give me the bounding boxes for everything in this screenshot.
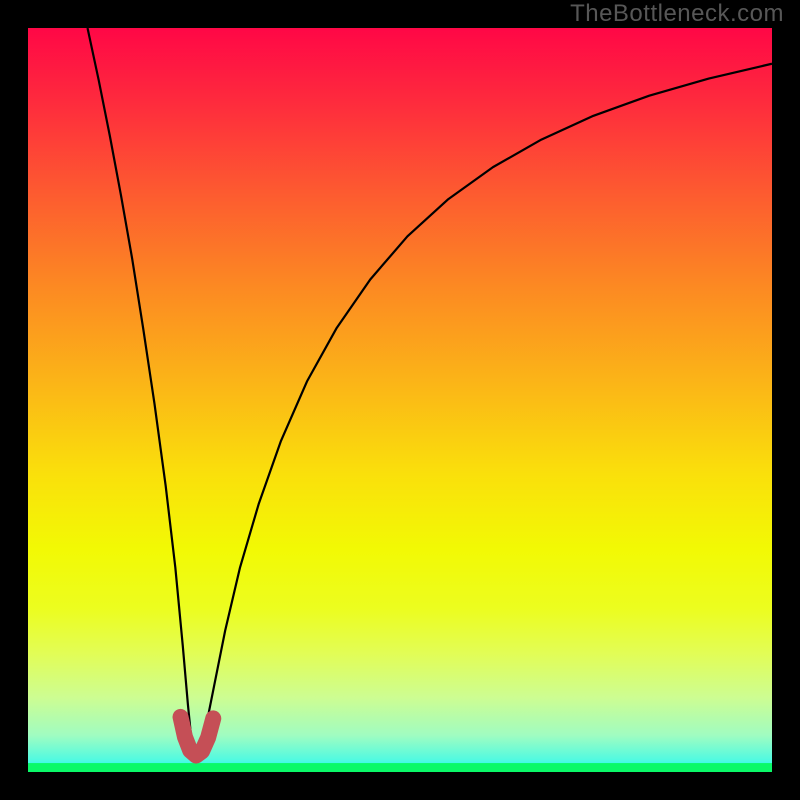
frame-right bbox=[772, 0, 800, 800]
frame-bottom bbox=[0, 772, 800, 800]
frame-left bbox=[0, 0, 28, 800]
bottleneck-chart bbox=[28, 28, 772, 772]
watermark-text: TheBottleneck.com bbox=[570, 0, 784, 28]
gradient-background bbox=[28, 28, 772, 772]
green-baseline-band bbox=[28, 763, 772, 772]
